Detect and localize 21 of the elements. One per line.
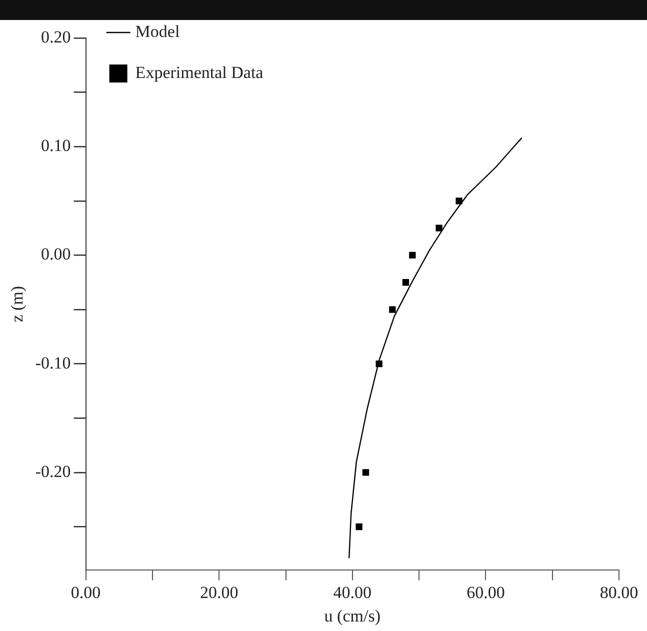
- legend-label: Model: [135, 22, 180, 41]
- point: [436, 224, 442, 232]
- point: [356, 523, 362, 530]
- point: [402, 279, 410, 286]
- x-tick-label: 20.00: [200, 582, 238, 602]
- point: [362, 469, 370, 476]
- y-tick-label: 0.00: [41, 244, 71, 264]
- x-tick-label: 80.00: [600, 582, 638, 602]
- point: [456, 198, 462, 204]
- y-tick-label: -0.10: [35, 353, 71, 372]
- legend-label: Experimental Data: [135, 62, 264, 82]
- y-tick-label: 0.20: [41, 27, 71, 46]
- y-tick-label: -0.20: [35, 462, 71, 481]
- x-tick-label: 40.00: [333, 582, 372, 602]
- point: [409, 252, 416, 259]
- x-tick-label: 0.00: [70, 582, 101, 602]
- y-axis-title: z (m): [8, 286, 27, 322]
- point: [389, 306, 396, 313]
- x-tick-label: 60.00: [466, 582, 505, 602]
- y-tick-label: 0.10: [41, 136, 71, 156]
- x-axis-title: u (cm/s): [324, 606, 380, 626]
